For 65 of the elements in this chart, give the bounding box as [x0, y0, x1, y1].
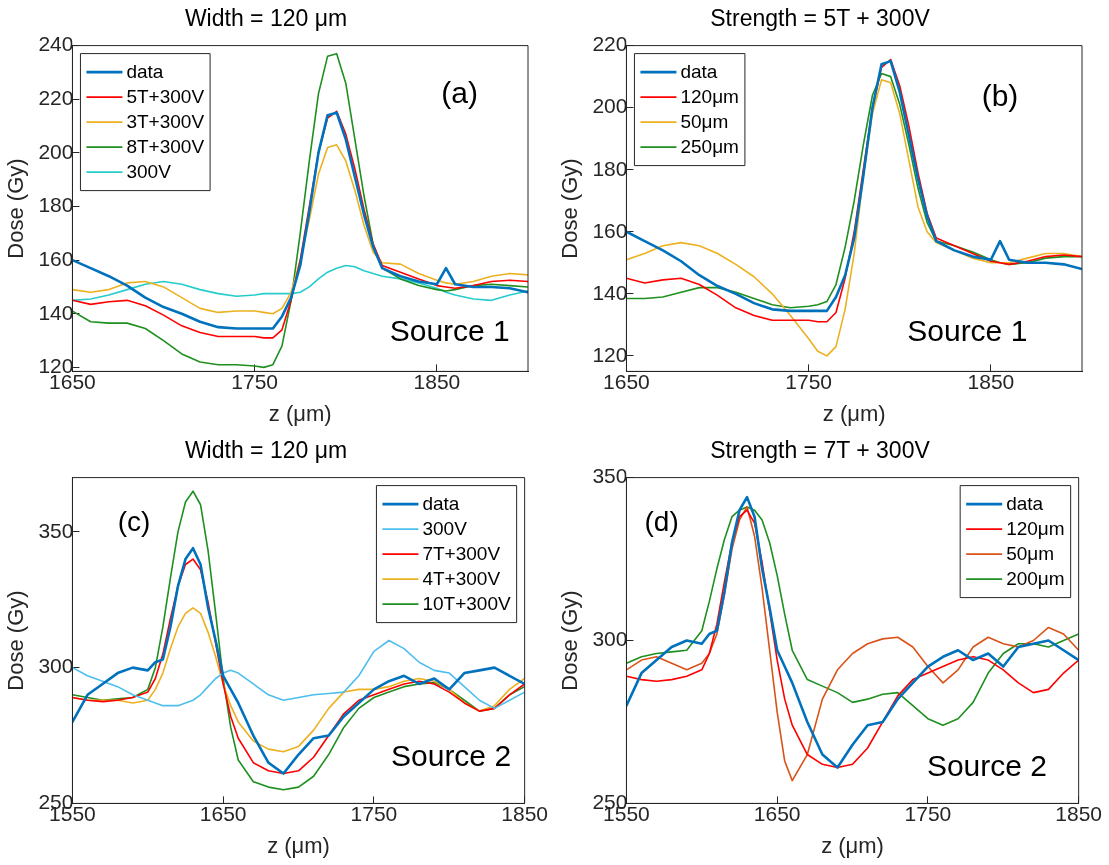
legend-label: 120μm [1006, 518, 1065, 540]
y-tick-label: 240 [38, 32, 74, 56]
legend-label: 50μm [1006, 543, 1055, 565]
chart-title: Strength = 7T + 300V [710, 437, 931, 464]
y-tick-label: 160 [38, 246, 74, 270]
x-tick-label: 1850 [413, 369, 461, 393]
annotation: Source 1 [389, 313, 510, 347]
x-tick-label: 1650 [753, 801, 801, 825]
y-tick-label: 140 [592, 280, 628, 304]
legend-label: 200μm [1006, 568, 1065, 590]
y-tick-label: 300 [592, 627, 628, 651]
legend-label: 3T+300V [126, 111, 205, 133]
x-axis-title: z (μm) [267, 832, 330, 858]
legend-label: 300V [126, 161, 172, 183]
y-tick-label: 160 [592, 218, 628, 242]
annotation: (d) [644, 505, 679, 537]
x-tick-label: 1750 [785, 369, 833, 393]
legend-label: 8T+300V [126, 136, 205, 158]
y-tick-label: 140 [38, 300, 74, 324]
legend-label: 10T+300V [422, 593, 511, 615]
annotation: (c) [117, 505, 151, 537]
y-axis-title: Dose (Gy) [3, 590, 29, 691]
x-tick-label: 1850 [501, 801, 548, 825]
y-axis-title: Dose (Gy) [557, 158, 583, 259]
x-tick-label: 1650 [603, 369, 650, 393]
x-tick-label: 1650 [199, 801, 247, 825]
y-tick-label: 300 [38, 654, 74, 678]
legend-label: data [680, 61, 718, 83]
y-tick-label: 350 [592, 464, 628, 488]
legend-label: 120μm [680, 86, 739, 108]
legend-label: data [126, 61, 164, 83]
y-tick-label: 220 [592, 32, 628, 56]
legend-label: data [422, 493, 460, 515]
x-tick-label: 1750 [904, 801, 952, 825]
chart-title: Width = 120 μm [184, 437, 348, 464]
chart-title: Width = 120 μm [184, 5, 348, 32]
x-tick-label: 1850 [967, 369, 1015, 393]
y-tick-label: 200 [38, 139, 74, 163]
x-tick-label: 1750 [231, 369, 279, 393]
legend-label: 50μm [680, 111, 729, 133]
annotation: Source 2 [391, 739, 512, 773]
y-tick-label: 180 [592, 156, 628, 180]
legend-label: 250μm [680, 136, 739, 158]
legend-label: 300V [422, 518, 468, 540]
x-tick-label: 1750 [350, 801, 398, 825]
legend-label: 5T+300V [126, 86, 205, 108]
legend-label: 7T+300V [422, 543, 501, 565]
annotation: Source 2 [926, 748, 1047, 782]
y-axis-title: Dose (Gy) [3, 158, 29, 259]
y-tick-label: 180 [38, 193, 74, 217]
x-axis-title: z (μm) [821, 832, 884, 858]
x-axis-title: z (μm) [268, 400, 332, 426]
annotation: (b) [981, 78, 1019, 112]
y-tick-label: 350 [38, 518, 74, 542]
legend-label: data [1006, 493, 1044, 515]
y-tick-label: 220 [38, 86, 74, 110]
annotation: (a) [441, 75, 478, 109]
chart-title: Strength = 5T + 300V [710, 5, 931, 32]
y-tick-label: 200 [592, 94, 628, 118]
x-tick-label: 1850 [1055, 801, 1102, 825]
x-axis-title: z (μm) [822, 400, 886, 426]
y-axis-title: Dose (Gy) [557, 590, 583, 691]
annotation: Source 1 [907, 313, 1028, 347]
legend-label: 4T+300V [422, 568, 501, 590]
y-tick-label: 120 [592, 342, 628, 366]
